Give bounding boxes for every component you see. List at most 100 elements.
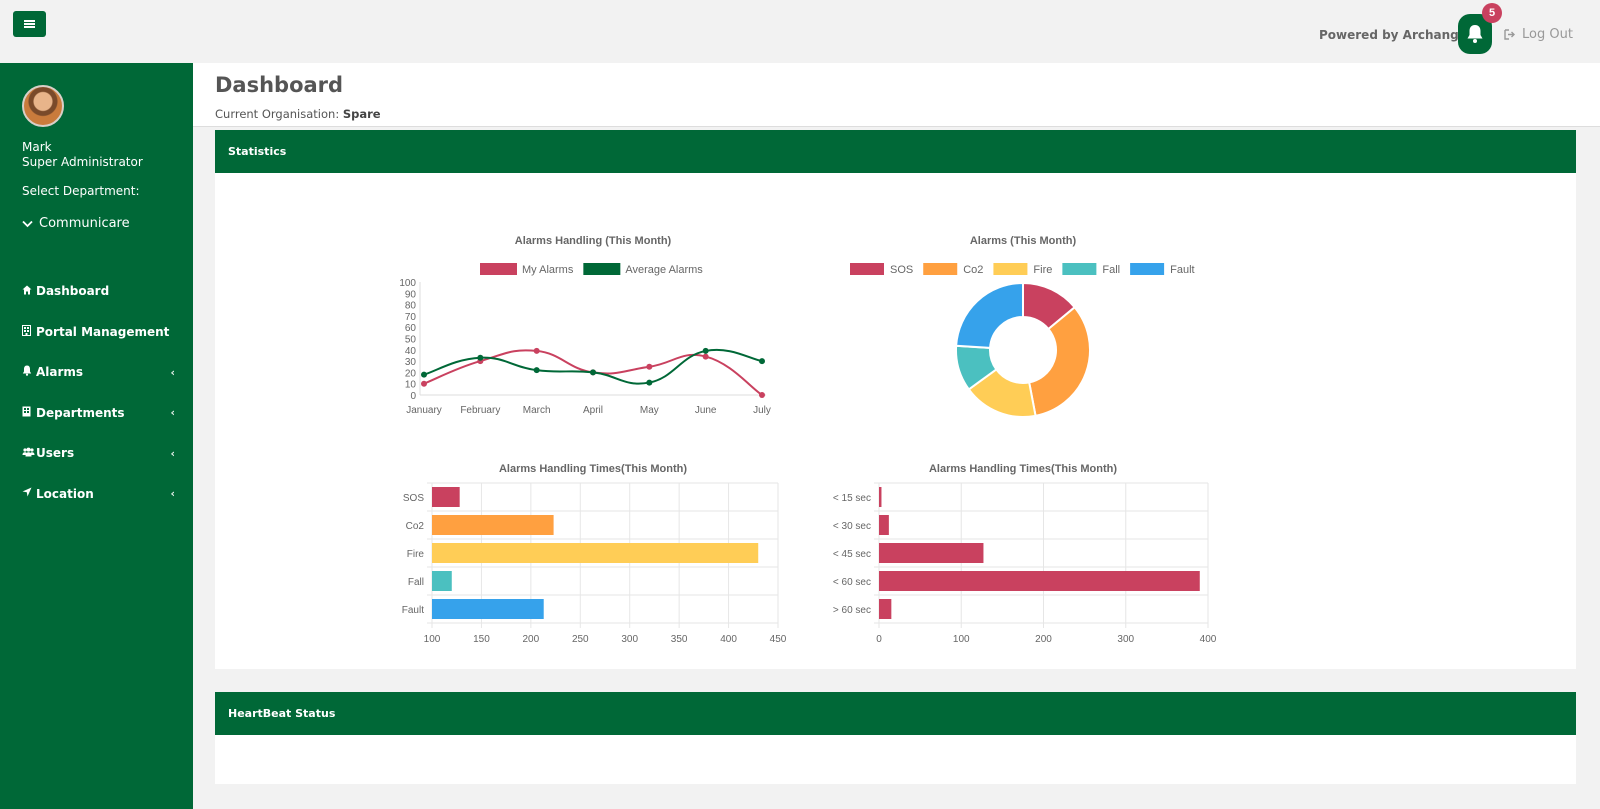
y-tick-label: SOS <box>403 493 424 504</box>
y-tick-label: 10 <box>405 380 417 391</box>
legend-label: Fault <box>1170 264 1194 276</box>
pie-slice <box>955 281 1024 349</box>
y-tick-label: 100 <box>399 278 416 289</box>
legend-swatch <box>850 263 884 275</box>
x-tick-label: 100 <box>424 634 441 645</box>
hamburger-icon <box>24 20 35 28</box>
users-icon <box>22 447 36 460</box>
sidebar: Mark Super Administrator Select Departme… <box>0 63 193 809</box>
top-bar: Powered by Archangel 5 Log Out <box>0 0 1600 63</box>
pie-slice <box>1028 305 1091 417</box>
y-tick-label: 20 <box>405 368 417 379</box>
location-arrow-icon <box>22 487 36 500</box>
bell-icon <box>1467 25 1483 43</box>
x-tick-label: January <box>406 405 442 416</box>
y-tick-label: Fault <box>402 605 424 616</box>
sidebar-item-alarms[interactable]: Alarms ‹ <box>0 352 193 393</box>
sidebar-item-label: Location <box>36 486 94 501</box>
statistics-panel: Statistics Alarms Handling (This Month) M… <box>215 130 1576 669</box>
sidebar-item-label: Alarms <box>36 365 84 380</box>
sidebar-item-dashboard[interactable]: Dashboard <box>0 271 193 312</box>
x-tick-label: 450 <box>770 634 787 645</box>
sidebar-item-label: Departments <box>36 405 125 420</box>
y-tick-label: Co2 <box>406 521 425 532</box>
heartbeat-panel: HeartBeat Status <box>215 692 1576 784</box>
department-select[interactable]: Communicare <box>22 216 130 231</box>
chart-title: Alarms Handling Times(This Month) <box>499 463 687 475</box>
sidebar-item-label: Portal Management <box>36 324 170 339</box>
y-tick-label: Fire <box>407 549 425 560</box>
legend-swatch <box>1062 263 1097 275</box>
legend-label: Fire <box>1033 264 1052 276</box>
statistics-panel-title: Statistics <box>215 130 1576 173</box>
y-tick-label: 50 <box>405 335 417 346</box>
powered-by-text: Powered by Archangel <box>1319 28 1472 42</box>
bar <box>879 515 889 535</box>
x-tick-label: 400 <box>720 634 737 645</box>
data-point <box>421 371 427 378</box>
bar <box>432 543 759 563</box>
x-tick-label: April <box>583 405 603 416</box>
legend-swatch <box>923 263 958 275</box>
x-tick-label: 350 <box>671 634 688 645</box>
page-title: Dashboard <box>215 73 344 97</box>
department-label: Select Department: <box>22 184 140 198</box>
data-point <box>421 380 427 387</box>
data-point <box>646 379 653 386</box>
chevron-left-icon: ‹ <box>170 406 175 420</box>
x-tick-label: 100 <box>953 634 970 645</box>
x-tick-label: 200 <box>1035 634 1052 645</box>
chevron-down-icon <box>22 220 33 227</box>
x-tick-label: 400 <box>1200 634 1217 645</box>
y-tick-label: > 60 sec <box>833 605 871 616</box>
logout-link[interactable]: Log Out <box>1504 27 1573 42</box>
bar <box>879 599 892 619</box>
data-point <box>759 358 765 365</box>
legend-label: Average Alarms <box>625 264 703 276</box>
sidebar-item-users[interactable]: Users ‹ <box>0 433 193 474</box>
x-tick-label: March <box>523 405 551 416</box>
x-tick-label: 250 <box>572 634 589 645</box>
legend-label: My Alarms <box>522 264 574 276</box>
chevron-left-icon: ‹ <box>170 446 175 460</box>
data-point <box>646 363 653 370</box>
y-tick-label: < 15 sec <box>833 493 871 504</box>
x-tick-label: February <box>460 405 500 416</box>
legend-swatch <box>583 263 621 275</box>
data-point <box>590 369 596 376</box>
sidebar-item-portal-management[interactable]: Portal Management <box>0 312 193 353</box>
heartbeat-panel-title: HeartBeat Status <box>215 692 1576 735</box>
y-tick-label: 40 <box>405 346 417 357</box>
user-name: Mark <box>22 140 52 154</box>
legend-swatch <box>993 263 1028 275</box>
sidebar-item-label: Dashboard <box>36 284 110 299</box>
y-tick-label: 90 <box>405 289 417 300</box>
series-line <box>423 348 763 385</box>
bell-icon <box>22 365 36 379</box>
x-tick-label: May <box>640 405 659 416</box>
x-tick-label: June <box>695 405 717 416</box>
data-point <box>702 353 709 360</box>
sidebar-item-label: Users <box>36 446 75 461</box>
department-value: Communicare <box>39 216 130 231</box>
sidebar-item-location[interactable]: Location ‹ <box>0 474 193 515</box>
chart-title: Alarms (This Month) <box>970 235 1077 247</box>
chart-title: Alarms Handling Times(This Month) <box>929 463 1117 475</box>
bar <box>879 571 1200 591</box>
bar <box>879 487 882 507</box>
building-icon <box>22 406 36 420</box>
menu-toggle-button[interactable] <box>13 11 46 37</box>
y-tick-label: 70 <box>405 312 417 323</box>
legend-label: SOS <box>890 264 913 276</box>
page-header: Dashboard Current Organisation: Spare <box>193 63 1600 127</box>
organisation-value: Spare <box>342 107 381 121</box>
x-tick-label: 150 <box>473 634 490 645</box>
sidebar-item-departments[interactable]: Departments ‹ <box>0 393 193 434</box>
legend-swatch <box>1130 263 1165 275</box>
data-point <box>533 347 540 354</box>
bar <box>432 599 544 619</box>
home-icon <box>22 285 36 298</box>
sidebar-nav: Dashboard Portal Management Alarms ‹ Dep… <box>0 271 193 514</box>
user-role: Super Administrator <box>22 155 143 169</box>
building-icon <box>22 324 36 339</box>
